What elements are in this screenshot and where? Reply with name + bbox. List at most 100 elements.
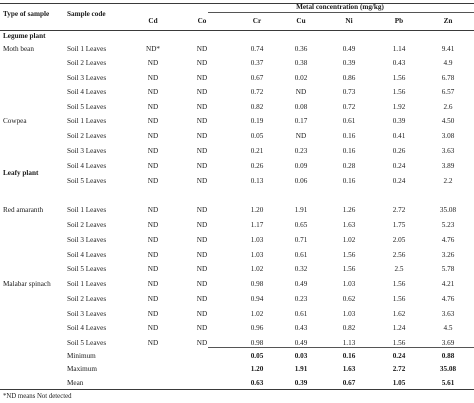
- table-cell: ND: [196, 45, 208, 53]
- table-cell: 0.67: [250, 74, 264, 82]
- table-cell: 0.39: [392, 117, 406, 125]
- table-cell: ND: [196, 251, 208, 259]
- table-cell: 1.56: [392, 74, 406, 82]
- table-cell: 0.61: [342, 117, 356, 125]
- table-cell: 3.26: [441, 251, 455, 259]
- table-cell: 0.16: [342, 132, 356, 140]
- table-cell: 0.43: [392, 59, 406, 67]
- table-cell: 0.62: [342, 295, 356, 303]
- table-cell: ND: [196, 88, 208, 96]
- table-cell: 6.78: [441, 74, 455, 82]
- table-cell: ND: [147, 117, 159, 125]
- table-cell: 0.49: [294, 280, 308, 288]
- sample-code: Soil 2 Leaves: [67, 59, 107, 67]
- table-cell: ND: [147, 339, 159, 347]
- table-cell: 6.57: [441, 88, 455, 96]
- table-cell: 3.63: [441, 147, 455, 155]
- table-cell: ND: [147, 177, 159, 185]
- table-cell: 0.49: [294, 339, 308, 347]
- table-cell: 9.41: [441, 45, 455, 53]
- table-cell: 2.5: [394, 265, 404, 273]
- table-cell: ND: [147, 162, 159, 170]
- group-label: Leafy plant: [3, 169, 39, 177]
- table-cell: 0.13: [250, 177, 264, 185]
- sample-code: Soil 3 Leaves: [67, 236, 107, 244]
- table-cell: 0.38: [294, 59, 308, 67]
- table-cell: ND: [147, 295, 159, 303]
- sample-code: Soil 5 Leaves: [67, 339, 107, 347]
- table-cell: ND: [196, 295, 208, 303]
- summary-cell: 5.61: [441, 379, 455, 387]
- table-cell: 1.02: [250, 310, 264, 318]
- table-cell: ND: [295, 132, 307, 140]
- sample-code: Soil 3 Leaves: [67, 147, 107, 155]
- table-cell: 35.08: [439, 206, 457, 214]
- table-cell: ND: [196, 339, 208, 347]
- header-metal-ni: Ni: [345, 17, 353, 25]
- summary-cell: 0.63: [250, 379, 264, 387]
- table-cell: 1.02: [250, 265, 264, 273]
- table-cell: 0.82: [342, 324, 356, 332]
- table-cell: 1.03: [250, 251, 264, 259]
- sample-type: Moth bean: [3, 45, 34, 53]
- table-cell: 2.72: [392, 206, 406, 214]
- table-cell: ND: [196, 280, 208, 288]
- table-cell: 0.36: [294, 45, 308, 53]
- sample-code: Soil 1 Leaves: [67, 206, 107, 214]
- table-cell: 0.72: [250, 88, 264, 96]
- table-cell: 4.9: [443, 59, 453, 67]
- table-cell: 1.03: [342, 310, 356, 318]
- table-cell: 0.32: [294, 265, 308, 273]
- table-cell: ND: [147, 310, 159, 318]
- table-cell: 1.91: [294, 206, 308, 214]
- table-cell: ND: [147, 206, 159, 214]
- table-cell: 0.86: [342, 74, 356, 82]
- table-cell: ND: [147, 280, 159, 288]
- table-cell: ND: [147, 221, 159, 229]
- summary-cell: 0.39: [294, 379, 308, 387]
- summary-cell: 0.05: [250, 352, 264, 360]
- table-cell: 0.71: [294, 236, 308, 244]
- summary-cell: 0.24: [392, 352, 406, 360]
- table-cell: 1.02: [342, 236, 356, 244]
- sample-code: Soil 4 Leaves: [67, 251, 107, 259]
- table-cell: 0.16: [342, 147, 356, 155]
- sample-code: Soil 1 Leaves: [67, 280, 107, 288]
- header-metal-co: Co: [197, 17, 207, 25]
- summary-label: Mean: [67, 379, 84, 387]
- summary-cell: 0.88: [441, 352, 455, 360]
- summary-cell: 1.91: [294, 365, 308, 373]
- table-cell: 0.37: [250, 59, 264, 67]
- table-cell: 0.26: [392, 147, 406, 155]
- table-cell: ND: [196, 206, 208, 214]
- sample-type: Malabar spinach: [3, 280, 51, 288]
- sample-code: Soil 2 Leaves: [67, 295, 107, 303]
- table-cell: ND: [196, 74, 208, 82]
- header-metal-cr: Cr: [252, 17, 262, 25]
- metal-group-rule: [208, 12, 474, 13]
- table-cell: 4.76: [441, 236, 455, 244]
- table-cell: 0.82: [250, 103, 264, 111]
- table-cell: 1.56: [392, 88, 406, 96]
- header-sample-code: Sample code: [67, 10, 106, 18]
- header-type-of-sample: Type of sample: [3, 10, 50, 18]
- table-cell: 1.63: [342, 221, 356, 229]
- table-cell: 1.20: [250, 206, 264, 214]
- summary-cell: 2.72: [392, 365, 406, 373]
- table-cell: ND: [147, 324, 159, 332]
- sample-code: Soil 4 Leaves: [67, 324, 107, 332]
- table-cell: 0.74: [250, 45, 264, 53]
- table-cell: 4.21: [441, 280, 455, 288]
- table-cell: 2.56: [392, 251, 406, 259]
- table-cell: ND: [196, 177, 208, 185]
- summary-cell: 1.63: [342, 365, 356, 373]
- sample-code: Soil 2 Leaves: [67, 132, 107, 140]
- table-cell: 0.65: [294, 221, 308, 229]
- table-cell: 0.17: [294, 117, 308, 125]
- table-cell: 1.26: [342, 206, 356, 214]
- table-cell: 3.08: [441, 132, 455, 140]
- sample-code: Soil 5 Leaves: [67, 265, 107, 273]
- table-cell: 1.03: [342, 280, 356, 288]
- table-cell: ND: [147, 74, 159, 82]
